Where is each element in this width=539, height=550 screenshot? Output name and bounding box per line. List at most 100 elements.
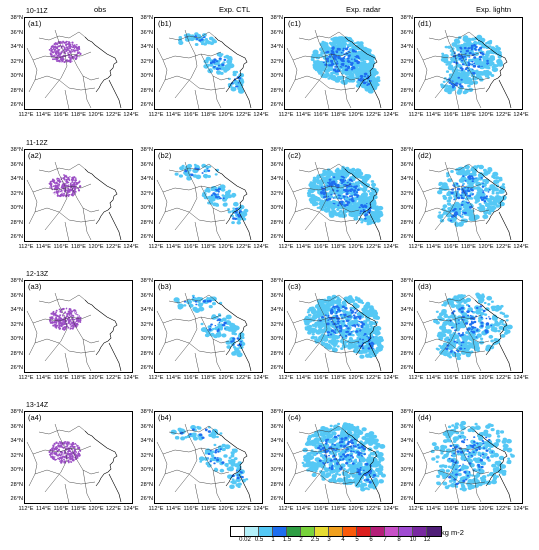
longitude-tick-label: 124°E: [253, 375, 269, 381]
precip-cell: [437, 190, 443, 195]
precip-cell: [202, 173, 209, 179]
precip-cell: [450, 82, 454, 86]
obs-precip-point: [78, 447, 81, 450]
precip-cell: [495, 323, 500, 327]
longitude-tick-label: 112°E: [18, 375, 34, 381]
obs-precip-point: [54, 45, 57, 48]
obs-precip-point: [64, 41, 67, 44]
province-boundary: [44, 423, 68, 493]
longitude-tick-label: 120°E: [218, 375, 234, 381]
obs-precip-point: [76, 53, 78, 56]
precip-cell: [460, 203, 464, 206]
precip-cell: [359, 41, 364, 45]
obs-precip-point: [67, 41, 69, 43]
precip-cell: [217, 187, 221, 191]
precip-cell: [221, 63, 225, 67]
precip-cell: [186, 299, 192, 305]
map-canvas: [26, 423, 122, 503]
precip-cell: [462, 175, 465, 178]
obs-precip-point: [75, 318, 78, 320]
latitude-tick-label: 32°N: [10, 190, 24, 197]
latitude-tick-label: 32°N: [400, 190, 414, 197]
precip-cell: [463, 211, 467, 215]
precip-cell: [344, 70, 351, 76]
precip-cell: [468, 51, 472, 55]
precip-cell: [343, 38, 348, 43]
precip-cell: [456, 44, 461, 48]
obs-precip-point: [67, 450, 70, 453]
precip-cell: [183, 304, 187, 307]
precip-cell: [320, 186, 323, 189]
precip-cell: [318, 205, 325, 210]
precip-cell: [193, 163, 197, 166]
obs-precip-point: [51, 45, 53, 47]
longitude-tick-label: 114°E: [426, 375, 441, 381]
precip-cell: [350, 316, 352, 318]
obs-precip-point: [66, 60, 69, 63]
precip-cell: [474, 201, 478, 204]
precip-cell: [207, 457, 209, 459]
precip-cell: [441, 54, 448, 60]
obs-precip-point: [79, 321, 82, 323]
obs-precip-point: [76, 47, 78, 49]
obs-precip-point: [68, 43, 70, 45]
obs-precip-point: [56, 189, 58, 191]
precip-cell: [178, 36, 183, 39]
precip-cell: [475, 45, 478, 48]
precip-cell: [344, 179, 347, 182]
precip-cell: [371, 182, 377, 187]
latitude-tick-label: 34°N: [140, 176, 154, 182]
precip-cell: [363, 72, 367, 75]
obs-precip-point: [70, 325, 72, 328]
precip-cell: [347, 478, 353, 483]
longitude-tick-label: 118°E: [71, 112, 86, 118]
precip-cell: [315, 310, 322, 316]
precip-cell: [233, 457, 238, 461]
longitude-tick-label: 112°E: [18, 506, 34, 512]
precip-cell: [236, 352, 243, 358]
precip-cell: [236, 220, 242, 225]
precip-cell: [458, 208, 462, 210]
obs-precip-point: [50, 185, 53, 188]
precip-cell: [366, 335, 368, 337]
precip-cell: [457, 196, 461, 200]
precip-cell: [449, 79, 452, 82]
precip-cell: [240, 340, 243, 343]
longitude-tick-label: 124°E: [513, 244, 529, 250]
precip-cell: [460, 196, 464, 199]
precip-cell: [215, 316, 219, 319]
precip-cell: [471, 180, 474, 183]
precip-cell: [468, 71, 472, 75]
precip-cell: [350, 195, 354, 197]
precip-cell: [465, 169, 471, 174]
obs-precip-point: [68, 312, 70, 314]
province-boundary: [164, 338, 226, 354]
precip-cell: [217, 450, 220, 453]
precip-cell: [335, 65, 338, 68]
precip-cell: [310, 200, 314, 204]
obs-precip-point: [71, 50, 74, 53]
precip-cell: [205, 165, 209, 168]
precip-cell: [184, 170, 187, 172]
precip-cell: [335, 50, 339, 53]
obs-precip-point: [68, 189, 70, 191]
precip-cell: [339, 66, 342, 68]
obs-precip-point: [55, 441, 58, 444]
latitude-tick-label: 38°N: [10, 278, 24, 284]
map-panel: (b1): [154, 17, 263, 110]
obs-precip-point: [68, 189, 71, 192]
precip-cell: [486, 322, 489, 324]
precip-cell: [343, 344, 347, 347]
precip-cell: [359, 212, 362, 214]
obs-precip-point: [52, 445, 55, 448]
precip-cell: [311, 335, 316, 340]
precip-cell: [366, 197, 372, 201]
precip-cell: [460, 59, 464, 62]
precip-cell: [486, 62, 490, 65]
precip-cell: [351, 58, 353, 60]
precip-cell: [192, 296, 195, 298]
obs-precip-point: [70, 48, 73, 51]
map-panel: (c1): [284, 17, 393, 110]
coastline: [344, 36, 378, 93]
province-boundary: [26, 179, 38, 225]
